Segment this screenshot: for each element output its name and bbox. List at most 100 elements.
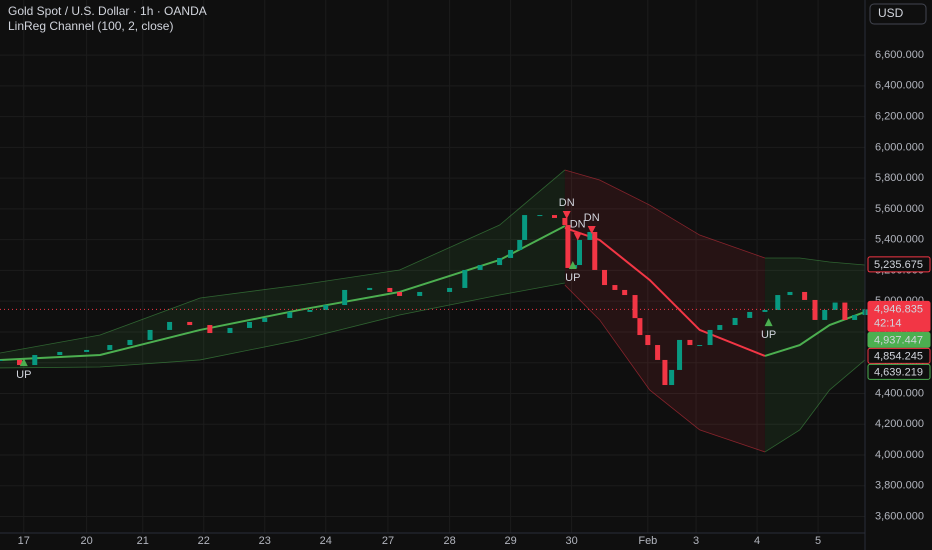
candle <box>497 257 503 266</box>
x-tick-label: 4 <box>754 535 760 547</box>
x-tick-label: 5 <box>815 535 821 547</box>
candle <box>832 302 838 310</box>
candle <box>565 225 571 268</box>
price-label: 4,937.447 <box>874 334 923 346</box>
candle <box>587 231 593 240</box>
x-tick-label: 28 <box>443 535 455 547</box>
x-tick-label: 23 <box>259 535 271 547</box>
price-label-box <box>867 256 931 273</box>
candle <box>0 359 3 361</box>
x-tick-label: 24 <box>320 535 332 547</box>
candle <box>417 291 423 296</box>
candle <box>127 339 133 346</box>
candle <box>812 299 818 320</box>
currency-label[interactable]: USD <box>878 6 904 20</box>
candle <box>842 302 848 320</box>
price-label-box <box>867 300 931 332</box>
candle <box>522 215 528 240</box>
candle <box>687 339 693 346</box>
candle <box>447 287 453 292</box>
currency-button[interactable] <box>869 3 927 25</box>
channel-upper <box>564 169 766 259</box>
y-tick-label: 5,600.000 <box>875 203 924 215</box>
candle <box>655 345 661 360</box>
candle <box>462 269 468 288</box>
price-label: 4,946.835 <box>874 303 923 315</box>
y-tick-label: 3,600.000 <box>875 510 924 522</box>
price-label-box <box>867 363 931 380</box>
candle <box>84 349 90 352</box>
candle <box>57 351 63 356</box>
candle <box>802 291 808 300</box>
candle <box>669 369 675 386</box>
countdown: 42:14 <box>874 317 902 329</box>
candle <box>262 317 268 322</box>
candle <box>612 285 618 290</box>
candle <box>677 339 683 370</box>
signal-label: UP <box>16 369 31 381</box>
candle <box>287 311 293 318</box>
price-label-box <box>867 347 931 364</box>
channel-fill <box>764 257 865 452</box>
y-tick-label: 5,800.000 <box>875 172 924 184</box>
candle <box>537 215 543 217</box>
price-label: 4,854.245 <box>874 350 923 362</box>
candle <box>717 325 723 330</box>
candle <box>762 309 768 312</box>
candle <box>342 289 348 306</box>
channel-upper <box>764 257 866 266</box>
y-tick-label: 6,400.000 <box>875 80 924 92</box>
candle <box>747 311 753 318</box>
signal-label: DN <box>584 212 600 224</box>
x-tick-label: 29 <box>504 535 516 547</box>
candle <box>167 321 173 330</box>
candle <box>517 239 523 250</box>
candle <box>107 345 113 350</box>
price-label: 5,235.675 <box>874 259 923 271</box>
y-tick-label: 5,400.000 <box>875 234 924 246</box>
x-tick-label: Feb <box>638 535 657 547</box>
channel-fill <box>0 169 565 368</box>
candle <box>775 295 781 310</box>
signal-marker <box>573 232 582 241</box>
candle <box>822 309 828 320</box>
y-tick-label: 4,400.000 <box>875 387 924 399</box>
candle <box>637 318 643 336</box>
symbol-title: Gold Spot / U.S. Dollar · 1h · OANDA <box>8 4 207 18</box>
price-label: 4,639.219 <box>874 366 923 378</box>
candle <box>632 295 638 319</box>
candle <box>577 239 583 266</box>
candle <box>732 317 738 326</box>
channel-lower <box>564 284 766 453</box>
candle <box>17 359 23 366</box>
signal-marker <box>19 358 28 367</box>
candle <box>787 291 793 296</box>
candle <box>207 325 213 334</box>
channel-upper <box>0 169 566 354</box>
candle <box>323 305 329 310</box>
x-tick-label: 22 <box>198 535 210 547</box>
signal-label: UP <box>761 329 776 341</box>
candle <box>508 249 514 258</box>
candle <box>147 329 153 340</box>
candle <box>227 327 233 334</box>
candle <box>307 309 313 312</box>
candle <box>552 215 558 218</box>
x-tick-label: 30 <box>565 535 577 547</box>
signal-label: UP <box>565 272 580 284</box>
candle <box>477 265 483 270</box>
candle <box>602 269 608 286</box>
candle <box>707 329 713 346</box>
y-tick-label: 6,600.000 <box>875 49 924 61</box>
channel-lower <box>0 282 565 369</box>
y-tick-label: 6,200.000 <box>875 111 924 123</box>
signal-marker <box>562 211 571 220</box>
x-tick-label: 17 <box>18 535 30 547</box>
signal-marker <box>587 225 596 234</box>
candle <box>662 359 668 386</box>
candle <box>367 287 373 290</box>
signal-label: DN <box>570 218 586 230</box>
x-tick-label: 20 <box>80 535 92 547</box>
signal-marker <box>568 261 577 270</box>
